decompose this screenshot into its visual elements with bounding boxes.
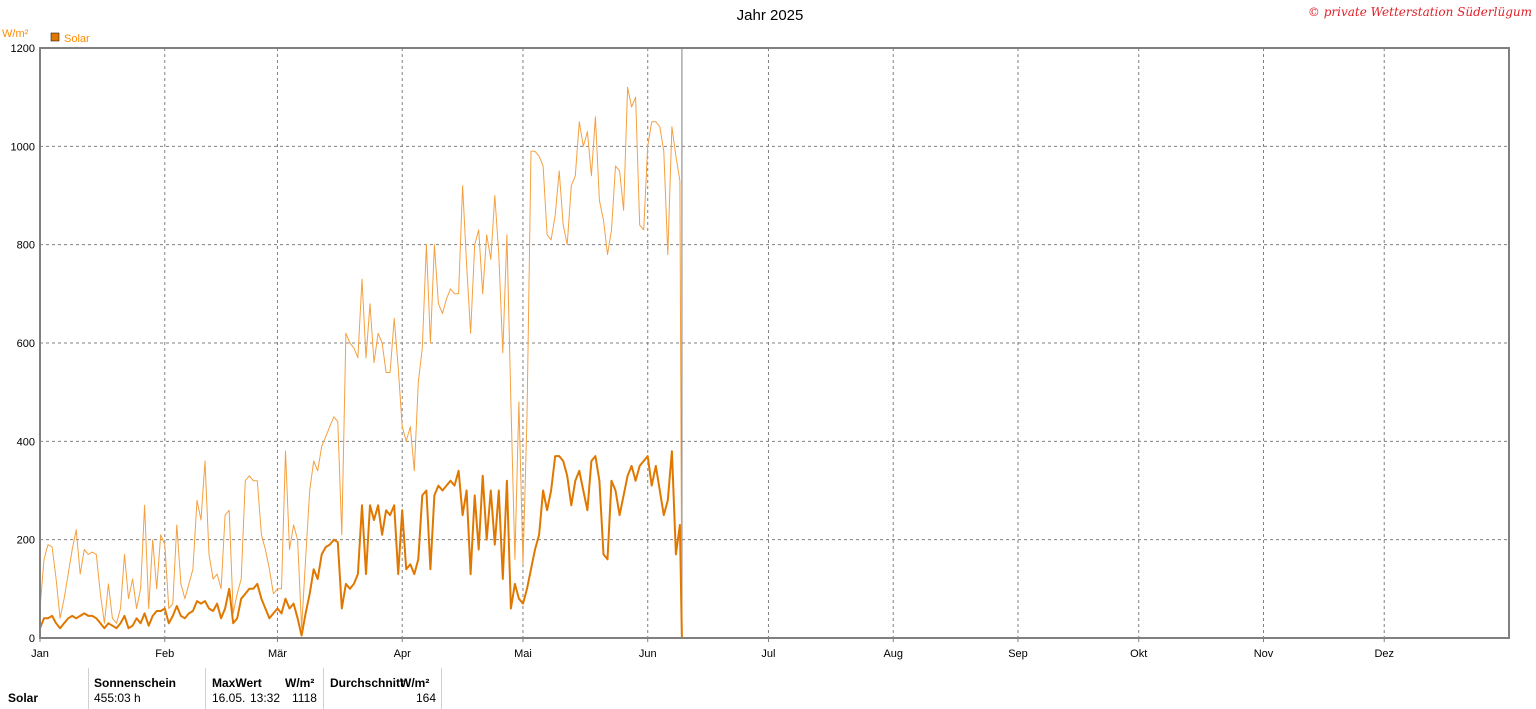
stats-separator	[441, 668, 442, 709]
solar-max-line	[39, 86, 683, 639]
y-tick-label: 1200	[11, 43, 35, 55]
x-tick-label: Aug	[883, 648, 903, 660]
x-tick-label: Jun	[639, 648, 657, 660]
stats-max-unit: W/m²	[285, 676, 315, 690]
x-tick-label: Feb	[155, 648, 174, 660]
x-tick-label: Mär	[268, 648, 287, 660]
x-tick-label: Okt	[1130, 648, 1147, 660]
y-tick-label: 400	[17, 436, 35, 448]
series-layer	[39, 86, 683, 639]
stats-avg-value: 164	[416, 691, 437, 705]
stats-separator	[323, 668, 324, 709]
stats-separator	[88, 668, 89, 709]
solar-avg-line	[39, 450, 683, 639]
stats-max-value: 1118	[292, 691, 317, 705]
x-tick-label: Sep	[1008, 648, 1028, 660]
x-axis: Jan Feb Mär Apr Mai Jun Jul Aug Sep Okt Nov Dez	[31, 638, 1394, 660]
stats-sunshine-header: Sonnenschein	[94, 676, 177, 690]
plot-frame	[39, 47, 1510, 639]
x-tick-label: Jul	[761, 648, 775, 660]
x-tick-label: Jan	[31, 648, 49, 660]
y-tick-label: 200	[17, 535, 35, 547]
chart-title: Jahr 2025	[737, 7, 804, 24]
stats-row-label: Solar	[8, 691, 39, 705]
legend-swatch	[50, 32, 60, 42]
stats-separator	[205, 668, 206, 709]
stats-max-time: 13:32	[250, 691, 281, 705]
legend-label-solar: Solar	[64, 33, 90, 45]
x-tick-label: Dez	[1374, 648, 1394, 660]
y-unit-label: W/m²	[2, 28, 29, 40]
y-tick-label: 800	[17, 240, 35, 252]
stats-max-date: 16.05.	[212, 691, 246, 705]
stats-max-header: MaxWert	[212, 676, 262, 690]
chart: Jahr 2025 © private Wetterstation Süderl…	[2, 5, 1532, 660]
grid	[40, 48, 1509, 638]
stats-avg-header: Durchschnitt	[330, 676, 405, 690]
y-tick-label: 0	[29, 633, 35, 645]
x-tick-label: Apr	[394, 648, 411, 660]
stats-sunshine-value: 455:03 h	[94, 691, 141, 705]
stats-table: Solar Sonnenschein 455:03 h MaxWert W/m²…	[0, 668, 450, 709]
y-tick-label: 600	[17, 338, 35, 350]
x-tick-label: Mai	[514, 648, 532, 660]
y-tick-label: 1000	[11, 141, 35, 153]
x-tick-label: Nov	[1254, 648, 1274, 660]
copyright-text: © private Wetterstation Süderlügum	[1308, 5, 1532, 19]
y-axis: 0 200 400 600 800 1000 1200	[11, 43, 35, 645]
stats-avg-unit: W/m²	[400, 676, 430, 690]
